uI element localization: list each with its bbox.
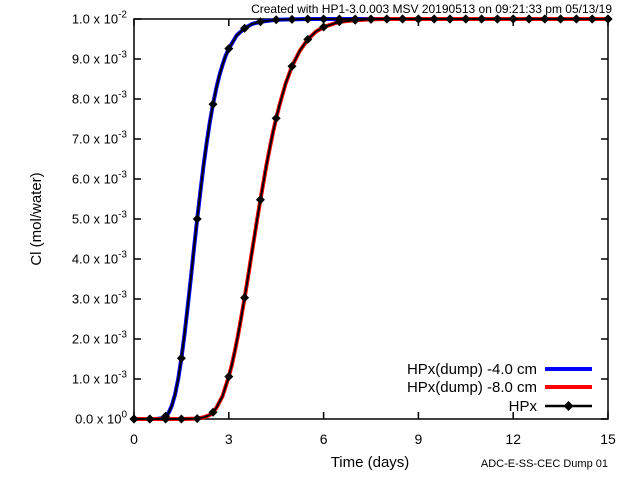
data-point-marker xyxy=(208,99,218,109)
x-tick-label: 9 xyxy=(415,431,423,447)
data-point-marker xyxy=(271,113,281,123)
y-tick-label: 1.0 x 10-3 xyxy=(72,370,128,387)
series-line-red xyxy=(132,17,610,421)
series-line-hpx xyxy=(133,18,609,420)
data-point-marker xyxy=(492,14,502,24)
plot-frame xyxy=(133,18,609,420)
y-tick-label: 0.0 x 100 xyxy=(75,410,127,427)
y-tick-label: 5.0 x 10-3 xyxy=(72,210,128,227)
data-point-marker xyxy=(382,14,392,24)
data-point-marker xyxy=(192,414,202,424)
data-point-marker xyxy=(350,15,360,25)
data-point-marker xyxy=(271,15,281,25)
y-tick-label: 2.0 x 10-3 xyxy=(72,330,128,347)
data-point-marker xyxy=(429,14,439,24)
data-point-marker xyxy=(413,14,423,24)
data-point-marker xyxy=(540,14,550,24)
x-axis-label: Time (days) xyxy=(331,454,410,471)
data-point-marker xyxy=(145,414,155,424)
data-point-marker xyxy=(176,353,186,363)
watermark-label: ADC-E-SS-CEC Dump 01 xyxy=(481,458,608,470)
legend-diamond-marker-icon xyxy=(563,401,574,411)
data-point-marker xyxy=(508,14,518,24)
data-point-marker xyxy=(129,414,139,424)
data-point-marker xyxy=(603,14,613,24)
data-point-marker xyxy=(303,34,313,44)
y-tick-label: 1.0 x 10-2 xyxy=(72,10,128,27)
data-point-marker xyxy=(303,14,313,24)
data-point-marker xyxy=(192,214,202,224)
data-point-marker xyxy=(556,14,566,24)
data-point-marker xyxy=(224,44,234,54)
data-point-marker xyxy=(176,414,186,424)
data-point-marker xyxy=(461,14,471,24)
data-point-marker xyxy=(255,195,265,205)
legend-label-hpx-dump-4cm: HPx(dump) -4.0 cm xyxy=(407,361,537,378)
data-point-marker xyxy=(587,14,597,24)
y-tick-label: 9.0 x 10-3 xyxy=(72,50,128,67)
series-line-hpx xyxy=(133,18,609,420)
x-tick-label: 0 xyxy=(130,431,138,447)
series-layer xyxy=(129,14,613,424)
axes-layer: 0 3 6 9 12 15 0.0 x 100 1.0 x 10-3 2.0 x 10-3 3.0… xyxy=(72,10,616,448)
data-point-marker xyxy=(287,14,297,24)
data-point-marker xyxy=(287,61,297,71)
y-tick-label: 3.0 x 10-3 xyxy=(72,290,128,307)
x-tick-label: 15 xyxy=(600,431,616,447)
data-point-marker xyxy=(224,372,234,382)
chart-title: Created with HP1-3.0.003 MSV 20190513 on… xyxy=(251,2,612,16)
x-tick-label: 3 xyxy=(225,431,233,447)
series-line-blue xyxy=(132,17,610,421)
y-tick-label: 4.0 x 10-3 xyxy=(72,250,128,267)
data-point-marker xyxy=(319,22,329,32)
data-point-marker xyxy=(161,414,171,424)
data-point-marker xyxy=(240,23,250,33)
data-point-marker xyxy=(208,407,218,417)
y-tick-label: 8.0 x 10-3 xyxy=(72,90,128,107)
data-point-marker xyxy=(477,14,487,24)
data-point-marker xyxy=(524,14,534,24)
y-tick-label: 6.0 x 10-3 xyxy=(72,170,128,187)
y-axis-label: Cl (mol/water) xyxy=(28,172,45,265)
y-tick-label: 7.0 x 10-3 xyxy=(72,130,128,147)
legend-label-hpx: HPx xyxy=(509,398,538,415)
data-point-marker xyxy=(255,17,265,27)
data-point-marker xyxy=(398,14,408,24)
data-point-marker xyxy=(319,14,329,24)
x-tick-label: 6 xyxy=(320,431,328,447)
legend: HPx(dump) -4.0 cm HPx(dump) -8.0 cm HPx xyxy=(407,361,592,415)
data-point-marker xyxy=(366,14,376,24)
x-tick-label: 12 xyxy=(505,431,521,447)
data-point-marker xyxy=(334,17,344,27)
data-point-marker xyxy=(240,293,250,303)
data-point-marker xyxy=(571,14,581,24)
data-point-marker xyxy=(445,14,455,24)
legend-label-hpx-dump-8cm: HPx(dump) -8.0 cm xyxy=(407,379,537,396)
